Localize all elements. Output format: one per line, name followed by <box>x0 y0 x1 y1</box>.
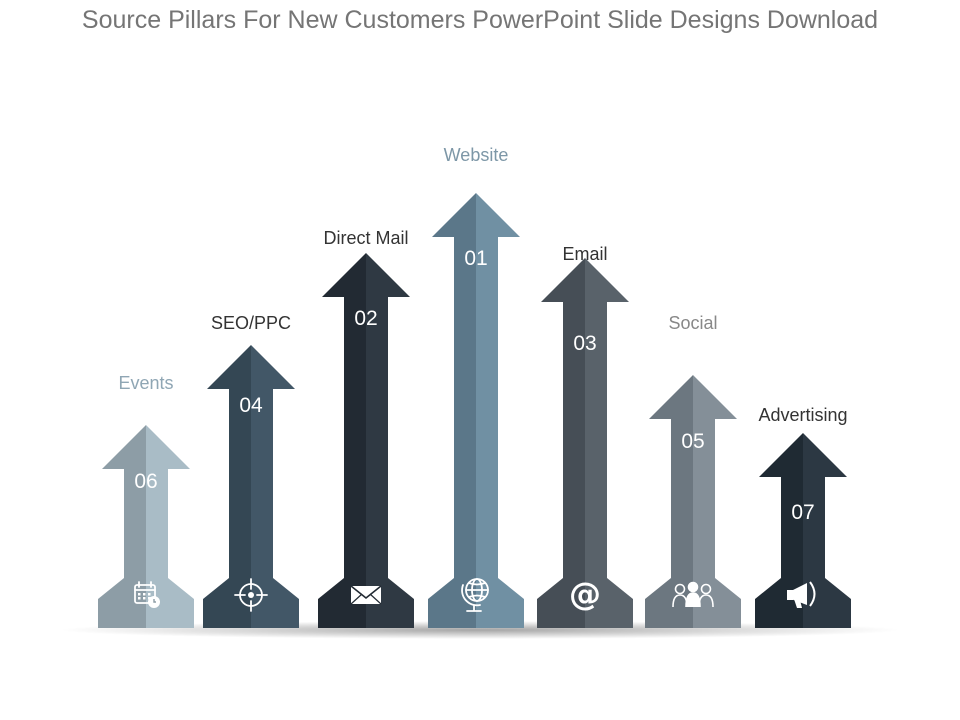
pillar-05: Social 05 <box>645 313 741 628</box>
pillar-label: Direct Mail <box>323 228 408 248</box>
slide-title: Source Pillars For New Customers PowerPo… <box>81 6 879 34</box>
pillar-right-face <box>146 425 194 628</box>
pillar-label: SEO/PPC <box>211 313 291 333</box>
globe-icon <box>461 578 489 612</box>
pillar-03: Email 03 @ <box>537 244 633 628</box>
pillar-label: Website <box>444 145 509 165</box>
at-sign-icon: @ <box>569 575 601 613</box>
pillar-label: Events <box>118 373 173 393</box>
pillar-left-face <box>428 193 476 628</box>
pillar-right-face <box>251 345 299 628</box>
svg-text:@: @ <box>569 575 601 613</box>
pillar-number: 03 <box>573 332 596 355</box>
pillar-right-face <box>585 258 633 628</box>
pillar-number: 04 <box>239 394 263 417</box>
pillar-02: Direct Mail 02 <box>318 228 414 628</box>
pillar-label: Email <box>562 244 607 264</box>
pillar-number: 01 <box>464 247 487 270</box>
pillar-label: Social <box>668 313 717 333</box>
crosshair-target-icon <box>234 578 268 612</box>
megaphone-icon <box>787 581 816 608</box>
pillar-right-face <box>693 375 741 628</box>
pillar-left-face <box>755 433 803 628</box>
pillar-06: Events 06 <box>98 373 194 628</box>
pillar-right-face <box>476 193 524 628</box>
pillar-04: SEO/PPC 04 <box>203 313 299 628</box>
pillar-number: 06 <box>134 470 157 493</box>
pillar-right-face <box>803 433 851 628</box>
pillar-07: Advertising 07 <box>755 405 851 628</box>
pillar-right-face <box>366 253 414 628</box>
pillar-label: Advertising <box>758 405 847 425</box>
pillar-01: Website 01 <box>428 145 524 628</box>
pillar-number: 05 <box>681 430 704 453</box>
people-group-icon <box>672 581 714 608</box>
pillar-left-face <box>318 253 366 628</box>
pillar-number: 02 <box>354 307 377 330</box>
pillar-left-face <box>537 258 585 628</box>
pillar-number: 07 <box>791 501 814 524</box>
envelope-icon <box>350 585 382 605</box>
pillar-left-face <box>98 425 146 628</box>
pillar-left-face <box>203 345 251 628</box>
calendar-clock-icon <box>134 581 160 608</box>
pillar-left-face <box>645 375 693 628</box>
